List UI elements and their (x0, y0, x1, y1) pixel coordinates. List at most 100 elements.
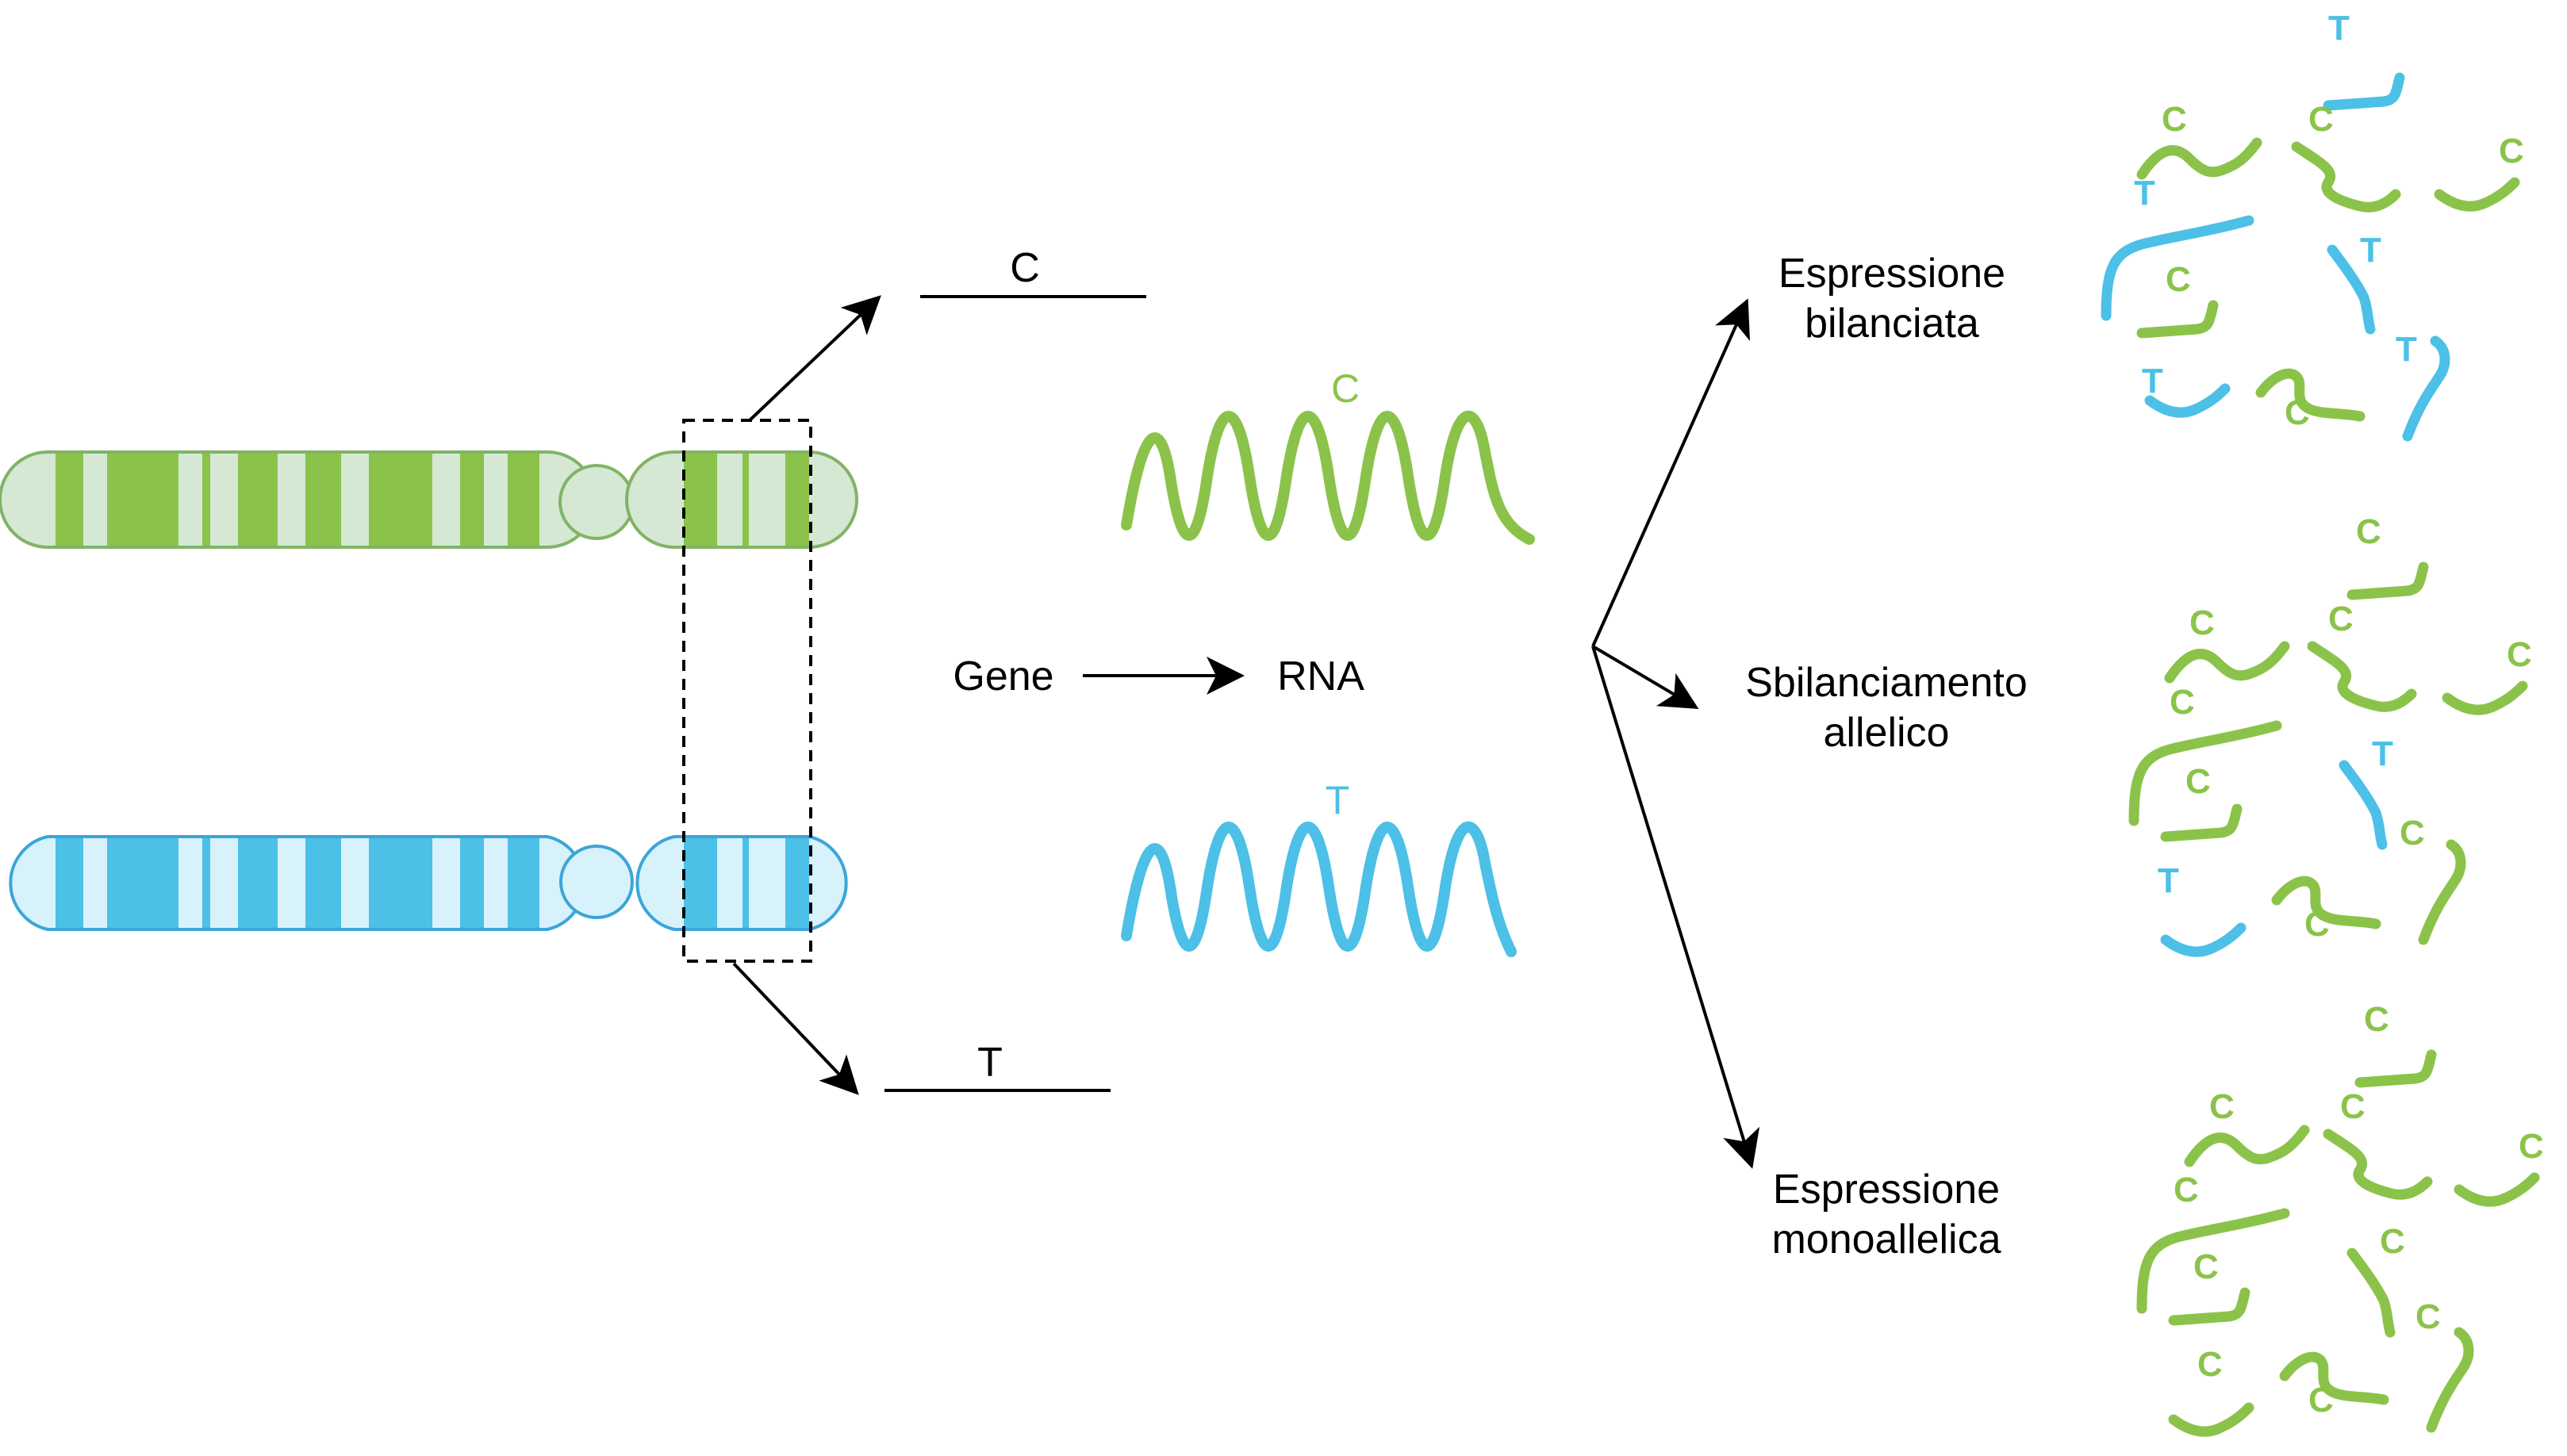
rna-fragment-strand (2144, 383, 2231, 418)
rna-fragment-allele-label: C (2304, 905, 2330, 944)
rna-fragment-strand (2136, 300, 2219, 339)
chromosome-blue-centromere (559, 845, 634, 919)
rna-fragment-allele-label: C (2285, 393, 2310, 432)
gene-locus-selection-box (682, 419, 812, 963)
outcome-monoallelic-line1: Espressione (1773, 1167, 2000, 1213)
chromosome-green (0, 450, 858, 549)
rna-fragment-allele-label: C (2519, 1127, 2544, 1166)
rna-fragment-allele-label: T (2372, 734, 2393, 773)
rna-fragment-icon: C (2291, 100, 2401, 213)
rna-wave-icon-green (1121, 411, 1535, 545)
rna-fragment-icon: C (2346, 1222, 2405, 1338)
rna-fragment-strand (2168, 1287, 2250, 1326)
rna-fragment-icon: T (2142, 362, 2231, 418)
rna-fragment-strand (2418, 839, 2466, 945)
rna-fragment-allele-label: C (2308, 100, 2334, 139)
rna-fragment-icon: C (2128, 683, 2282, 826)
rna-fragment-strand (2271, 876, 2381, 929)
branch-arrow-balanced (1591, 298, 1750, 647)
chromosome-blue-right-arm (635, 835, 848, 931)
rna-fragment-strand (2346, 1247, 2396, 1338)
rna-fragment-icon: T (2323, 9, 2405, 111)
rna-fragment-icon: C (2168, 1345, 2254, 1437)
branch-arrow-monoallelic (1591, 646, 1760, 1169)
rna-fragment-allele-label: T (2360, 231, 2381, 270)
rna-fragment-icon: C (2415, 1297, 2474, 1433)
rna-snp-t-label: T (1326, 778, 1350, 822)
rna-fragment-icon: T (2327, 231, 2381, 335)
rna-fragment-strand (2402, 335, 2450, 442)
rna-fragment-allele-label: C (2162, 100, 2187, 139)
rna-fragment-strand (2291, 141, 2401, 213)
rna-fragment-strand (2255, 368, 2366, 422)
rna-fragment-allele-label: C (2499, 132, 2524, 171)
rna-fragment-strand (2164, 641, 2290, 684)
rna-fragment-icon: C (2354, 1000, 2437, 1088)
rna-fragment-allele-label: C (2328, 600, 2354, 638)
rna-fragment-allele-label: C (2415, 1297, 2441, 1336)
chromosome-green-left-arm (0, 450, 597, 549)
rna-fragment-strand (2184, 1125, 2310, 1167)
chromosome-blue (9, 835, 848, 931)
rna-fragment-allele-label: C (2166, 260, 2191, 299)
rna-fragment-allele-label: T (2328, 9, 2350, 48)
rna-fragment-allele-label: C (2340, 1087, 2366, 1126)
rna-fragment-allele-label: T (2158, 861, 2179, 900)
rna-fragment-allele-label: C (2193, 1247, 2219, 1286)
rna-fragment-icon: C (2168, 1247, 2250, 1326)
rna-fragment-icon: C (2184, 1087, 2310, 1167)
rna-fragment-strand (2327, 244, 2376, 335)
rna-fragment-allele-label: C (2400, 814, 2425, 853)
rna-fragment-icon: C (2136, 260, 2219, 339)
rna-fragment-icon: T (2101, 174, 2254, 321)
rna-label: RNA (1277, 653, 1364, 699)
rna-fragment-icon: T (2396, 330, 2450, 442)
rna-fragment-strand (2101, 215, 2254, 321)
rna-fragment-allele-label: C (2308, 1381, 2334, 1420)
rna-fragment-allele-label: C (2170, 683, 2195, 722)
rna-fragment-allele-label: C (2380, 1222, 2405, 1261)
rna-fragment-icon: C (2136, 100, 2262, 180)
rna-fragment-strand (2136, 1208, 2290, 1314)
rna-fragment-strand (2168, 1402, 2254, 1437)
rna-fragment-strand (2434, 177, 2520, 212)
rna-fragment-allele-label: T (2396, 330, 2417, 369)
arrow-to-allele-t (732, 962, 859, 1095)
rna-fragment-icon: C (2160, 762, 2243, 842)
rna-fragment-icon: T (2158, 861, 2247, 957)
outcome-monoallelic-line2: monoallelica (1771, 1217, 2001, 1263)
outcome-imbalance-line1: Sbilanciamento (1745, 660, 2028, 706)
rna-fragment-strand (2346, 561, 2429, 600)
branch-arrow-imbalance (1591, 645, 1699, 710)
chromosome-green-right-arm (625, 450, 858, 549)
rna-fragment-strand (2426, 1327, 2474, 1433)
rna-fragment-icon: C (2307, 600, 2417, 712)
rna-snp-c-label: C (1331, 366, 1360, 411)
outcome-imbalance-line2: allelico (1824, 710, 1950, 756)
rna-fragment-allele-label: C (2209, 1087, 2235, 1126)
rna-fragment-strand (2136, 137, 2262, 180)
rna-fragment-icon: C (2255, 368, 2366, 432)
rna-fragment-strand (2442, 680, 2528, 715)
rna-fragment-allele-label: C (2185, 762, 2211, 801)
rna-fragment-allele-label: C (2364, 1000, 2389, 1039)
rna-fragment-strand (2128, 720, 2282, 826)
chromosome-green-bands (56, 454, 539, 546)
rna-fragment-strand (2279, 1351, 2389, 1405)
outcome-monoallelic: Espressione monoallelica (1771, 1167, 2001, 1263)
allele-t-label: T (977, 1040, 1003, 1086)
rna-fragment-allele-label: C (2507, 635, 2532, 674)
rna-fragment-icon: C (2323, 1087, 2433, 1200)
rna-cluster-imbalance: C C C C C T C C T C (2128, 512, 2532, 957)
rna-fragment-icon: C (2442, 635, 2532, 715)
rna-fragment-strand (2339, 760, 2388, 850)
rna-fragment-icon: C (2136, 1171, 2290, 1314)
chromosome-blue-bands (56, 838, 539, 928)
rna-fragment-allele-label: C (2197, 1345, 2223, 1384)
rna-fragment-allele-label: C (2189, 603, 2215, 642)
arrow-to-allele-c (748, 295, 881, 422)
rna-fragment-icon: C (2271, 876, 2381, 944)
